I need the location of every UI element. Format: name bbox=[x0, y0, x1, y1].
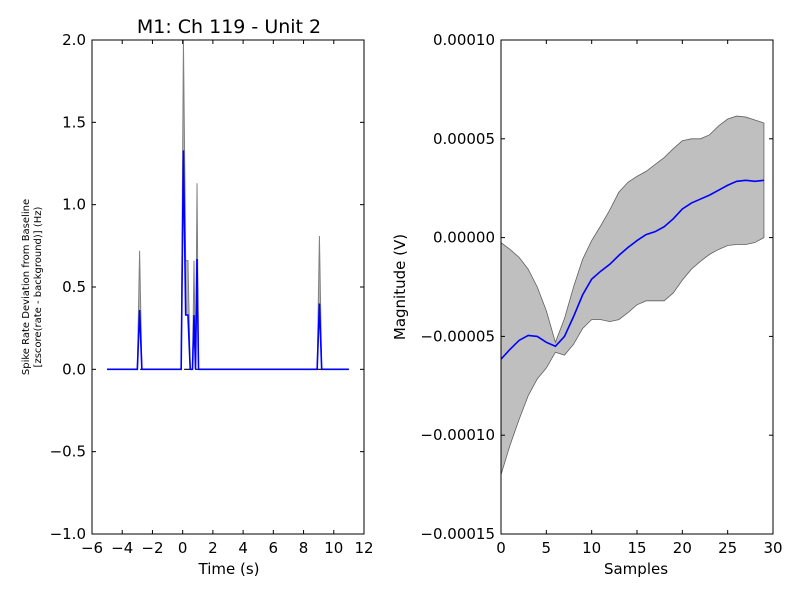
right-mean-line bbox=[500, 179, 765, 360]
right-x-tick-label: 0 bbox=[496, 539, 506, 557]
left-x-tick-label: 0 bbox=[178, 539, 188, 557]
left-y-tick-label: −0.5 bbox=[50, 443, 86, 461]
left-x-tick-label: 8 bbox=[299, 539, 309, 557]
right-plot-area bbox=[500, 39, 774, 535]
right-y-tick-label: −0.00010 bbox=[420, 426, 495, 444]
left-x-tick-label: 6 bbox=[269, 539, 279, 557]
right-y-axis-label: Magnitude (V) bbox=[391, 234, 409, 340]
right-y-tick-label: 0.00000 bbox=[433, 229, 495, 247]
right-y-tick-label: −0.00005 bbox=[420, 327, 495, 345]
left-y-axis-label-line2: [zscore(rate - background)] (Hz) bbox=[33, 206, 44, 367]
left-plot-area bbox=[91, 39, 365, 535]
left-y-tick-label: 2.0 bbox=[62, 31, 86, 49]
left-x-tick-label: 4 bbox=[238, 539, 248, 557]
right-x-tick-label: 15 bbox=[627, 539, 646, 557]
right-y-axis-ticks: −0.00015 −0.00010 −0.00005 0.00000 0.00005 0.… bbox=[420, 31, 773, 543]
right-x-tick-label: 5 bbox=[542, 539, 552, 557]
left-y-axis-label: Spike Rate Deviation from Baseline [zsco… bbox=[21, 199, 44, 375]
right-y-tick-label: 0.00010 bbox=[433, 31, 495, 49]
left-y-tick-label: −1.0 bbox=[50, 525, 86, 543]
right-x-axis-ticks: 0 5 10 15 20 25 30 bbox=[496, 40, 783, 557]
right-x-axis-label: Samples bbox=[604, 560, 668, 578]
right-x-tick-label: 30 bbox=[763, 539, 782, 557]
right-x-tick-label: 10 bbox=[582, 539, 601, 557]
left-x-tick-label: 12 bbox=[354, 539, 373, 557]
left-y-tick-label: 1.5 bbox=[62, 113, 86, 131]
left-x-axis-label: Time (s) bbox=[198, 560, 260, 578]
left-y-tick-label: 0.0 bbox=[62, 360, 86, 378]
left-axes-frame bbox=[91, 39, 365, 535]
right-y-tick-label: 0.00005 bbox=[433, 130, 495, 148]
right-plot-panel: 0 5 10 15 20 25 30 −0.00015 −0.00010 −0.00005 0.0… bbox=[391, 31, 783, 578]
right-x-tick-label: 20 bbox=[673, 539, 692, 557]
left-x-tick-label: 10 bbox=[324, 539, 343, 557]
left-series-group bbox=[107, 40, 349, 371]
left-y-axis-ticks: −1.0 −0.5 0.0 0.5 1.0 1.5 2.0 bbox=[50, 31, 364, 543]
left-plot-title: M1: Ch 119 - Unit 2 bbox=[137, 16, 321, 38]
left-y-tick-label: 0.5 bbox=[62, 278, 86, 296]
left-error-band bbox=[107, 40, 349, 370]
left-y-axis-label-line1: Spike Rate Deviation from Baseline bbox=[21, 199, 32, 375]
left-x-tick-label: −4 bbox=[111, 539, 133, 557]
left-x-axis-ticks: −6 −4 −2 0 2 4 6 8 10 12 bbox=[81, 40, 374, 557]
right-y-tick-label: −0.00015 bbox=[420, 525, 495, 543]
right-x-tick-label: 25 bbox=[718, 539, 737, 557]
right-error-band bbox=[500, 115, 765, 475]
left-y-tick-label: 1.0 bbox=[62, 196, 86, 214]
left-x-tick-label: 2 bbox=[208, 539, 218, 557]
left-plot-panel: M1: Ch 119 - Unit 2 −6 −4 −2 0 2 4 6 8 10 12 −1.0… bbox=[21, 16, 374, 578]
left-x-tick-label: −2 bbox=[141, 539, 163, 557]
left-mean-line bbox=[107, 150, 349, 371]
left-x-tick-label: −6 bbox=[81, 539, 103, 557]
